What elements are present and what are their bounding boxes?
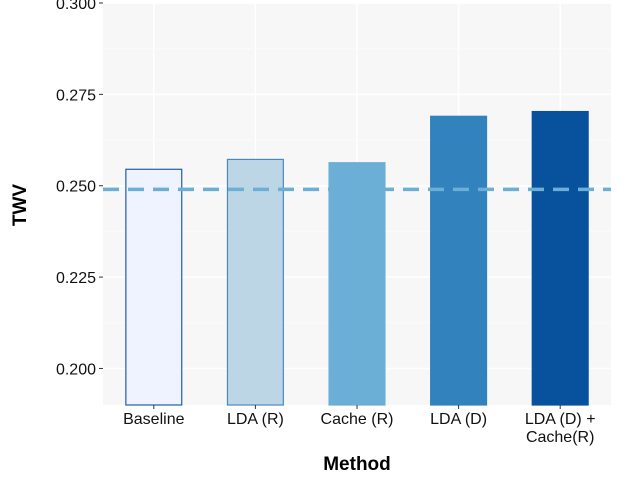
y-tick-label: 0.275 (56, 87, 96, 104)
x-tick-label: Baseline (123, 411, 184, 428)
bar-layer (125, 110, 589, 406)
y-tick-labels: 0.200 0.225 0.250 0.275 0.300 (56, 0, 103, 378)
bar (531, 110, 589, 406)
bar (328, 162, 386, 406)
x-tick-label: LDA (R) (227, 411, 284, 428)
x-tick-label: Cache (R) (321, 411, 394, 428)
x-tick-label: LDA (D) + Cache(R) (525, 411, 596, 446)
y-axis-title: TWV (10, 184, 31, 227)
x-tick-labels: Baseline LDA (R) Cache (R) LDA (D) LDA (D) +… (123, 405, 596, 446)
y-tick-label: 0.225 (56, 270, 96, 287)
x-axis-title: Method (323, 454, 391, 475)
y-tick-label: 0.300 (56, 0, 96, 13)
bar (430, 115, 488, 406)
x-tick-label: LDA (D) (430, 411, 487, 428)
bar (125, 168, 183, 406)
bar (226, 158, 284, 406)
y-tick-label: 0.250 (56, 179, 96, 196)
y-tick-label: 0.200 (56, 361, 96, 378)
